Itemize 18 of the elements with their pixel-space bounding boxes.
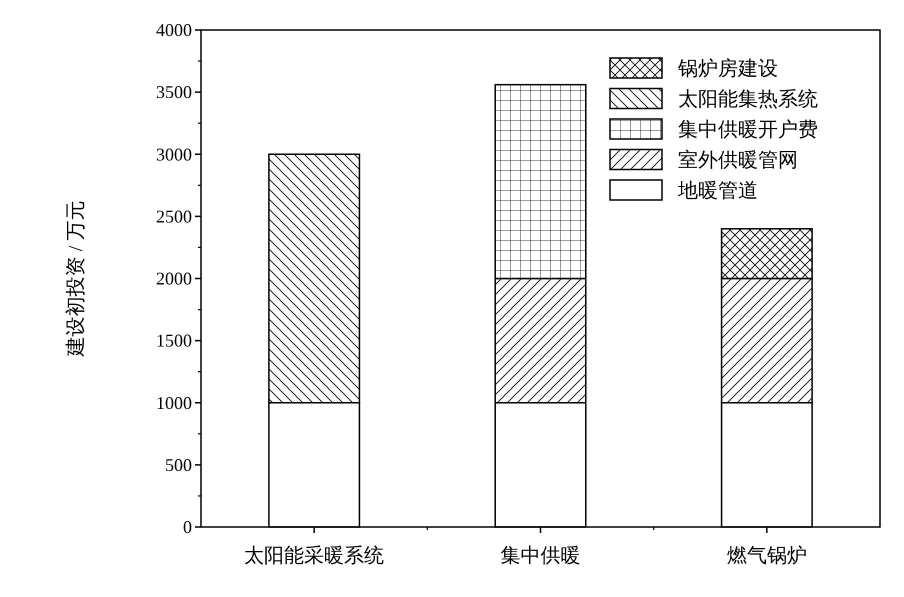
legend-label: 集中供暖开户费 bbox=[678, 119, 818, 141]
y-tick-label: 0 bbox=[183, 517, 192, 537]
y-tick-label: 3500 bbox=[156, 82, 192, 102]
x-tick-label: 太阳能采暖系统 bbox=[244, 545, 384, 567]
legend-label: 地暖管道 bbox=[677, 180, 758, 202]
y-tick-label: 500 bbox=[165, 454, 192, 475]
y-tick-label: 1500 bbox=[156, 330, 192, 351]
legend-label: 锅炉房建设 bbox=[677, 58, 778, 80]
x-tick-label: 燃气锅炉 bbox=[726, 545, 807, 567]
y-tick-label: 2500 bbox=[156, 206, 192, 226]
x-tick-label: 集中供暖 bbox=[500, 545, 580, 567]
y-tick-label: 3000 bbox=[156, 144, 192, 164]
y-axis-title: 建设初投资 / 万元 bbox=[65, 200, 87, 358]
y-tick-label: 2000 bbox=[156, 268, 192, 288]
legend-label: 室外供暖管网 bbox=[678, 148, 798, 172]
y-tick-label: 4000 bbox=[156, 20, 192, 40]
legend-label: 太阳能集热系统 bbox=[678, 88, 818, 110]
y-tick-label: 1000 bbox=[156, 392, 192, 413]
